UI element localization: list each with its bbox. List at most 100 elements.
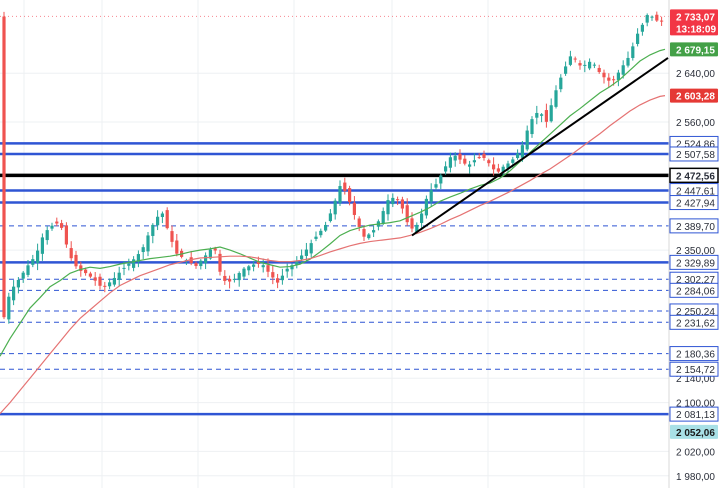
- level-label-10: 2 231,62: [676, 318, 715, 329]
- level-label-box-2: [669, 167, 719, 184]
- candle-body-87: [420, 213, 424, 223]
- candle-body-92: [444, 166, 448, 172]
- moving-averages: [0, 48, 666, 414]
- candle-body-41: [199, 260, 203, 267]
- candle-body-117: [564, 66, 568, 74]
- candle-body-120: [578, 63, 582, 66]
- candle-body-96: [463, 158, 467, 164]
- candle-body-21: [103, 285, 107, 287]
- candle-body-133: [640, 24, 644, 32]
- candle-body-18: [88, 273, 92, 277]
- candle-body-42: [204, 255, 208, 263]
- candle-body-75: [362, 229, 366, 237]
- candle-body-109: [525, 130, 529, 150]
- candle-body-48: [232, 278, 236, 280]
- candle-body-17: [84, 269, 88, 274]
- price-badge-3: [670, 424, 718, 439]
- price-badge-1: [670, 42, 718, 57]
- candle-body-97: [468, 164, 472, 167]
- candle-body-9: [45, 230, 49, 241]
- candle-body-80: [386, 200, 390, 215]
- candle-body-28: [136, 254, 140, 262]
- candle-body-70: [338, 186, 342, 203]
- candle-body-90: [434, 184, 438, 188]
- candle-body-95: [458, 153, 462, 160]
- price-badge-label-0: 2 733,07: [676, 12, 715, 23]
- level-label-box-13: [669, 406, 719, 422]
- level-label-8: 2 284,06: [676, 286, 715, 297]
- candle-body-55: [266, 265, 270, 272]
- candle-body-132: [636, 33, 640, 44]
- candle-body-93: [448, 157, 452, 168]
- candle-body-35: [170, 231, 174, 242]
- candle-body-54: [261, 265, 265, 268]
- candle-body-63: [304, 249, 308, 256]
- level-label-1: 2 507,58: [676, 150, 715, 161]
- candle-body-5: [26, 265, 30, 275]
- candle-body-20: [98, 276, 102, 286]
- candle-body-59: [285, 268, 289, 272]
- candle-body-57: [276, 278, 280, 283]
- candle-body-124: [597, 67, 601, 72]
- level-label-box-8: [669, 282, 719, 298]
- candle-body-68: [328, 213, 332, 222]
- axis-tick-label-3: 2 140,00: [676, 374, 715, 385]
- candle-body-130: [626, 57, 630, 66]
- candle-body-106: [511, 159, 515, 163]
- moving-average-1: [0, 95, 666, 414]
- candle-body-123: [592, 64, 596, 66]
- candle-body-24: [117, 272, 121, 280]
- candle-body-22: [108, 282, 112, 287]
- level-label-13: 2 081,13: [676, 410, 715, 421]
- trendlines: [411, 57, 669, 237]
- candle-body-103: [496, 168, 500, 172]
- candle-body-12: [60, 223, 64, 228]
- level-label-box-4: [669, 195, 719, 211]
- level-label-box-1: [669, 146, 719, 162]
- candle-body-122: [588, 61, 592, 69]
- price-badge-label-2: 2 603,28: [676, 92, 715, 103]
- candle-body-69: [333, 200, 337, 215]
- candle-body-1: [7, 296, 11, 320]
- candle-body-85: [410, 218, 414, 229]
- candle-body-4: [21, 272, 25, 279]
- price-badge-2: [670, 88, 718, 103]
- candle-body-114: [549, 105, 553, 122]
- candlesticks: [2, 11, 664, 324]
- candle-body-11: [55, 221, 59, 224]
- candle-body-105: [506, 163, 510, 169]
- level-label-7: 2 302,27: [676, 275, 715, 286]
- candle-body-58: [280, 275, 284, 281]
- level-label-4: 2 427,94: [676, 199, 715, 210]
- candle-body-98: [472, 160, 476, 163]
- candle-body-135: [650, 16, 654, 18]
- horizontal-levels: [0, 142, 669, 416]
- candle-body-27: [132, 259, 136, 268]
- level-label-box-5: [669, 218, 719, 234]
- candle-body-112: [540, 114, 544, 116]
- candle-body-76: [367, 234, 371, 239]
- price-axis[interactable]: 2 640,00 2 560,00 2 350,00 2 140,00 2 100,00…: [669, 69, 719, 483]
- candle-body-16: [79, 265, 83, 271]
- price-badge-0: [670, 9, 718, 36]
- candle-body-15: [74, 254, 78, 267]
- candle-body-81: [391, 197, 395, 205]
- level-label-box-6: [669, 254, 719, 270]
- candle-body-44: [213, 248, 217, 251]
- candle-body-10: [50, 225, 54, 229]
- axis-tick-label-4: 2 100,00: [676, 399, 715, 410]
- candle-body-125: [602, 72, 606, 78]
- level-label-box-11: [669, 346, 719, 362]
- level-label-12: 2 154,72: [676, 365, 715, 376]
- candle-body-6: [31, 259, 35, 265]
- candle-body-137: [660, 20, 664, 22]
- candle-body-49: [237, 273, 241, 281]
- candle-body-72: [348, 188, 352, 203]
- level-label-box-12: [669, 361, 719, 377]
- candle-body-53: [256, 261, 260, 264]
- level-label-2: 2 472,56: [676, 171, 715, 182]
- axis-tick-label-2: 2 350,00: [676, 246, 715, 257]
- candle-body-89: [429, 190, 433, 202]
- level-label-3: 2 447,61: [676, 187, 715, 198]
